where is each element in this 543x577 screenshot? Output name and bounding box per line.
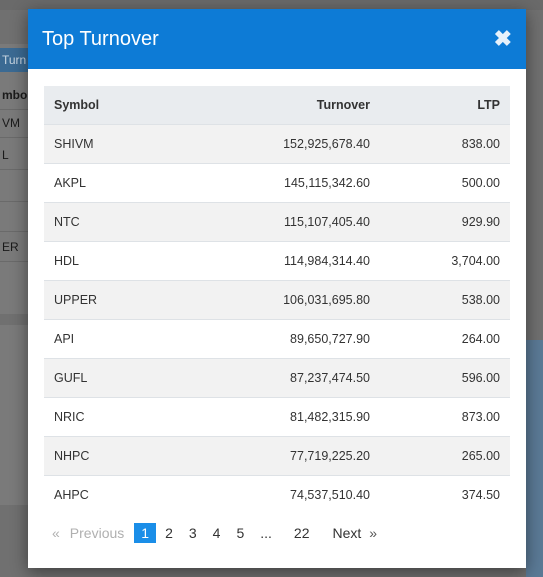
cell-turnover: 114,984,314.40	[194, 240, 380, 280]
cell-symbol: API	[44, 318, 194, 358]
cell-ltp: 929.90	[380, 201, 510, 241]
cell-ltp: 838.00	[380, 123, 510, 163]
cell-symbol: NRIC	[44, 396, 194, 436]
cell-turnover: 77,719,225.20	[194, 435, 380, 475]
cell-turnover: 89,650,727.90	[194, 318, 380, 358]
table-row[interactable]: NHPC 77,719,225.20 265.00	[44, 435, 510, 475]
table-row[interactable]: NTC 115,107,405.40 929.90	[44, 201, 510, 241]
previous-arrow-icon: «	[52, 525, 60, 541]
table-row[interactable]: NRIC 81,482,315.90 873.00	[44, 396, 510, 436]
table-row[interactable]: AHPC 74,537,510.40 374.50	[44, 474, 510, 514]
page-button-22[interactable]: 22	[293, 525, 310, 541]
top-turnover-modal: Top Turnover ✖ Symbol Turnover LTP SHIVM…	[28, 9, 526, 568]
background-topbar	[0, 0, 543, 10]
cell-symbol: AKPL	[44, 162, 194, 202]
cell-turnover: 145,115,342.60	[194, 162, 380, 202]
table-row[interactable]: HDL 114,984,314.40 3,704.00	[44, 240, 510, 280]
cell-ltp: 596.00	[380, 357, 510, 397]
page-button-2[interactable]: 2	[165, 525, 173, 541]
cell-turnover: 115,107,405.40	[194, 201, 380, 241]
previous-page-button: Previous	[69, 525, 125, 541]
page-button-4[interactable]: 4	[212, 525, 221, 541]
next-arrow-icon[interactable]: »	[369, 525, 378, 541]
background-left-panel	[0, 44, 30, 314]
cell-ltp: 500.00	[380, 162, 510, 202]
cell-symbol: GUFL	[44, 357, 194, 397]
background-lower-panel	[0, 325, 30, 505]
modal-header: Top Turnover ✖	[28, 9, 526, 69]
table-row[interactable]: API 89,650,727.90 264.00	[44, 318, 510, 358]
table-row[interactable]: GUFL 87,237,474.50 596.00	[44, 357, 510, 397]
background-row: ER	[0, 232, 30, 262]
page-button-5[interactable]: 5	[236, 525, 245, 541]
cell-symbol: NTC	[44, 201, 194, 241]
cell-symbol: SHIVM	[44, 123, 194, 163]
modal-body: Symbol Turnover LTP SHIVM 152,925,678.40…	[28, 69, 526, 543]
table-row[interactable]: AKPL 145,115,342.60 500.00	[44, 162, 510, 202]
next-page-button[interactable]: Next	[332, 525, 362, 541]
cell-turnover: 81,482,315.90	[194, 396, 380, 436]
cell-turnover: 152,925,678.40	[194, 123, 380, 163]
background-row: mbol	[0, 80, 30, 110]
cell-symbol: AHPC	[44, 474, 194, 514]
turnover-table: Symbol Turnover LTP SHIVM 152,925,678.40…	[44, 86, 510, 514]
cell-symbol: NHPC	[44, 435, 194, 475]
cell-turnover: 87,237,474.50	[194, 357, 380, 397]
page-button-1[interactable]: 1	[134, 523, 157, 543]
column-header-turnover[interactable]: Turnover	[194, 86, 380, 124]
background-right-panel	[526, 340, 543, 577]
pagination: « Previous 1 2 3 4 5 ... 22 Next »	[44, 523, 510, 543]
cell-symbol: HDL	[44, 240, 194, 280]
background-row: L	[0, 140, 30, 170]
cell-ltp: 3,704.00	[380, 240, 510, 280]
background-row	[0, 172, 30, 202]
table-header-row: Symbol Turnover LTP	[44, 86, 510, 124]
cell-turnover: 74,537,510.40	[194, 474, 380, 514]
page-button-3[interactable]: 3	[188, 525, 197, 541]
cell-ltp: 264.00	[380, 318, 510, 358]
column-header-symbol[interactable]: Symbol	[44, 86, 194, 124]
cell-symbol: UPPER	[44, 279, 194, 319]
cell-turnover: 106,031,695.80	[194, 279, 380, 319]
background-row	[0, 202, 30, 232]
column-header-ltp[interactable]: LTP	[380, 86, 510, 124]
background-row: VM	[0, 108, 30, 138]
background-table-header: Turn	[0, 48, 30, 72]
cell-ltp: 538.00	[380, 279, 510, 319]
close-icon[interactable]: ✖	[493, 26, 512, 51]
table-row[interactable]: SHIVM 152,925,678.40 838.00	[44, 123, 510, 163]
pagination-ellipsis: ...	[260, 525, 272, 541]
cell-ltp: 873.00	[380, 396, 510, 436]
cell-ltp: 265.00	[380, 435, 510, 475]
cell-ltp: 374.50	[380, 474, 510, 514]
modal-title: Top Turnover	[42, 27, 159, 50]
table-row[interactable]: UPPER 106,031,695.80 538.00	[44, 279, 510, 319]
